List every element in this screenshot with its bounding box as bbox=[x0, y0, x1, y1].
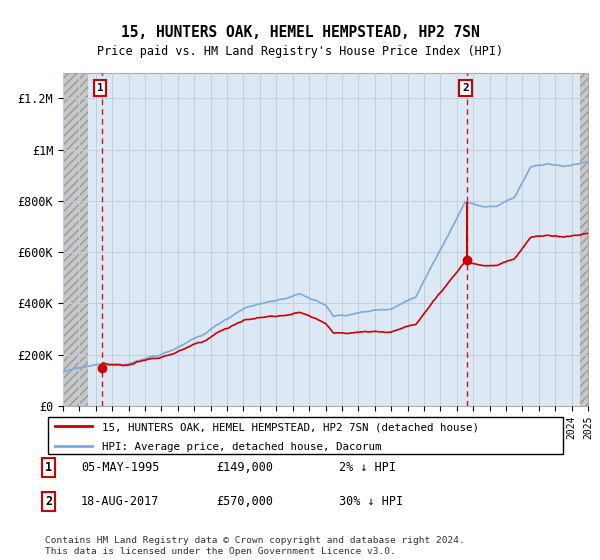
Text: Price paid vs. HM Land Registry's House Price Index (HPI): Price paid vs. HM Land Registry's House … bbox=[97, 45, 503, 58]
FancyBboxPatch shape bbox=[47, 417, 563, 454]
Text: 15, HUNTERS OAK, HEMEL HEMPSTEAD, HP2 7SN: 15, HUNTERS OAK, HEMEL HEMPSTEAD, HP2 7S… bbox=[121, 25, 479, 40]
Text: 2: 2 bbox=[462, 83, 469, 93]
Text: 30% ↓ HPI: 30% ↓ HPI bbox=[339, 494, 403, 508]
Bar bbox=[580, 73, 588, 406]
Bar bbox=[63, 73, 88, 406]
Text: £149,000: £149,000 bbox=[216, 461, 273, 474]
Text: 05-MAY-1995: 05-MAY-1995 bbox=[81, 461, 160, 474]
Text: 15, HUNTERS OAK, HEMEL HEMPSTEAD, HP2 7SN (detached house): 15, HUNTERS OAK, HEMEL HEMPSTEAD, HP2 7S… bbox=[103, 422, 479, 432]
Text: Contains HM Land Registry data © Crown copyright and database right 2024.
This d: Contains HM Land Registry data © Crown c… bbox=[45, 536, 465, 556]
Text: 2% ↓ HPI: 2% ↓ HPI bbox=[339, 461, 396, 474]
Text: 1: 1 bbox=[45, 461, 52, 474]
Text: 1: 1 bbox=[97, 83, 103, 93]
Text: 2: 2 bbox=[45, 494, 52, 508]
Text: £570,000: £570,000 bbox=[216, 494, 273, 508]
Text: 18-AUG-2017: 18-AUG-2017 bbox=[81, 494, 160, 508]
Text: HPI: Average price, detached house, Dacorum: HPI: Average price, detached house, Daco… bbox=[103, 442, 382, 452]
